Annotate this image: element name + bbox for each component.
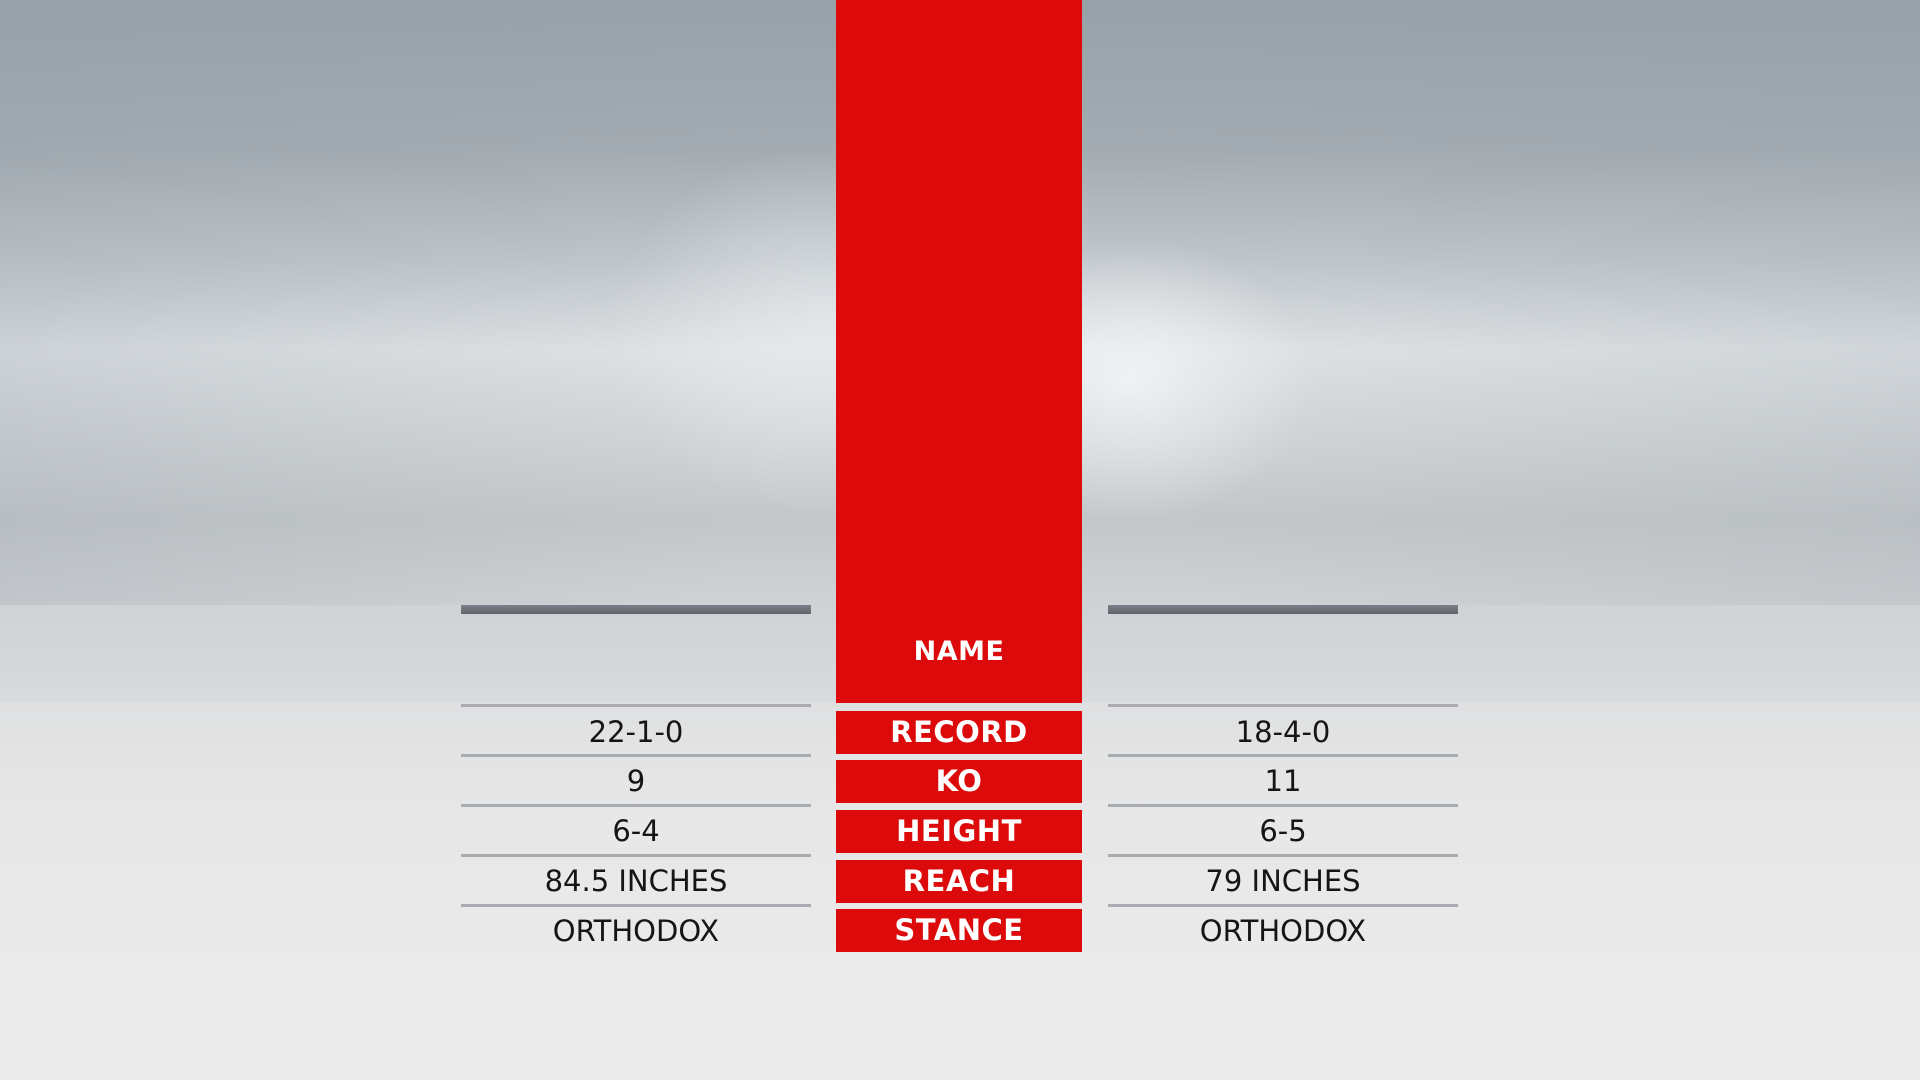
category-stance: STANCE	[836, 909, 1082, 952]
left-row-divider	[461, 804, 811, 807]
right-height-value: 6-5	[1259, 814, 1307, 848]
category-record: RECORD	[836, 711, 1082, 754]
right-fighter-name-bar	[1108, 605, 1458, 614]
left-ko-value: 9	[626, 764, 646, 798]
left-row-divider	[461, 904, 811, 907]
left-row-divider	[461, 854, 811, 857]
left-height-value: 6-4	[612, 814, 660, 848]
left-fighter-name-bar	[461, 605, 811, 614]
category-reach: REACH	[836, 860, 1082, 903]
right-row-divider	[1108, 804, 1458, 807]
background-right-shade	[1160, 0, 1920, 605]
name-label: NAME	[913, 636, 1005, 667]
category-ko: KO	[836, 760, 1082, 803]
right-row-divider	[1108, 754, 1458, 757]
left-reach-value: 84.5 INCHES	[544, 864, 728, 898]
right-row-divider	[1108, 904, 1458, 907]
background-left-shade	[0, 0, 740, 605]
right-row-divider	[1108, 704, 1458, 707]
left-row-divider	[461, 754, 811, 757]
right-ko-value: 11	[1264, 764, 1302, 798]
left-row-divider	[461, 704, 811, 707]
left-record-value: 22-1-0	[588, 715, 684, 749]
left-stance-value: ORTHODOX	[552, 914, 720, 948]
right-row-divider	[1108, 854, 1458, 857]
category-height: HEIGHT	[836, 810, 1082, 853]
right-record-value: 18-4-0	[1235, 715, 1331, 749]
center-category-column	[836, 0, 1082, 703]
right-stance-value: ORTHODOX	[1199, 914, 1367, 948]
right-reach-value: 79 INCHES	[1205, 864, 1361, 898]
